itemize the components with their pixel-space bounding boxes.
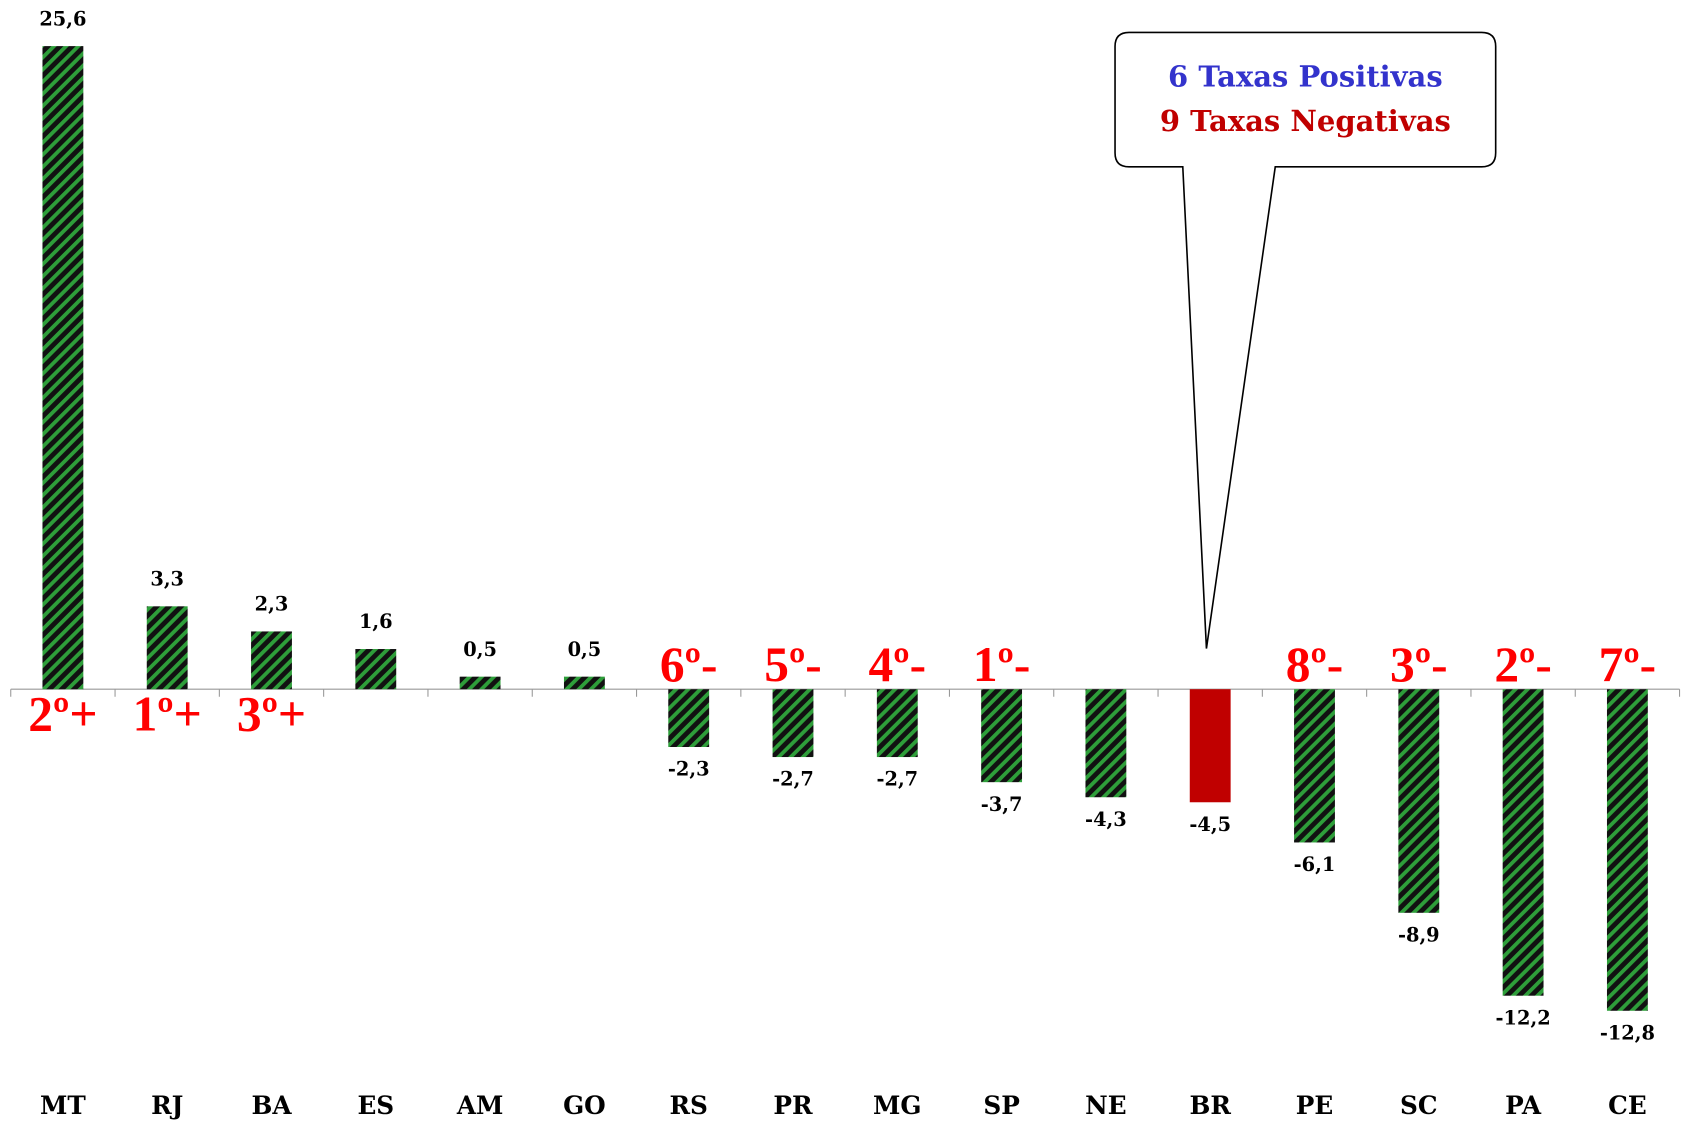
value-label: -6,1 — [1294, 853, 1336, 876]
rank-label: 7º- — [1599, 637, 1657, 692]
value-label: 25,6 — [39, 7, 86, 30]
value-label: 0,5 — [463, 638, 497, 661]
x-tick-label: RJ — [151, 1091, 183, 1120]
x-tick-label: PA — [1505, 1091, 1542, 1120]
rank-label: 3º+ — [237, 687, 306, 742]
value-label: -4,5 — [1189, 813, 1231, 836]
bar — [459, 676, 501, 690]
bar — [146, 606, 188, 690]
rank-label: 6º- — [660, 637, 718, 692]
x-tick-label: MG — [873, 1091, 921, 1120]
x-tick-label: SP — [983, 1091, 1019, 1120]
x-tick-label: PR — [773, 1091, 813, 1120]
x-tick-label: BR — [1189, 1091, 1231, 1120]
bar — [1502, 689, 1544, 996]
bar — [668, 689, 710, 748]
value-label: 3,3 — [150, 568, 184, 591]
x-tick-label: GO — [563, 1091, 606, 1120]
value-label: -2,7 — [876, 768, 918, 791]
rank-label: 3º- — [1390, 637, 1448, 692]
value-label: 0,5 — [568, 638, 602, 661]
bar — [42, 46, 84, 690]
rank-label: 8º- — [1286, 637, 1344, 692]
callout-positive: 6 Taxas Positivas — [1168, 60, 1443, 94]
value-label: -12,8 — [1600, 1021, 1655, 1044]
value-label: -8,9 — [1398, 923, 1440, 946]
bar — [981, 689, 1023, 783]
x-tick-label: BA — [251, 1091, 292, 1120]
bar — [355, 649, 397, 690]
x-tick-label: AM — [456, 1091, 504, 1120]
x-tick-label: NE — [1085, 1091, 1126, 1120]
bar — [1189, 689, 1231, 803]
callout-negative: 9 Taxas Negativas — [1160, 104, 1451, 138]
x-tick-label: SC — [1400, 1091, 1438, 1120]
bar — [1294, 689, 1335, 843]
bar — [772, 689, 814, 758]
value-label: 1,6 — [359, 610, 393, 633]
rank-label: 2º+ — [28, 687, 97, 742]
x-tick-label: RS — [669, 1091, 707, 1120]
rank-label: 4º- — [869, 637, 927, 692]
rank-label: 1º- — [973, 637, 1031, 692]
callout-box — [1114, 31, 1497, 649]
bar — [563, 676, 605, 690]
bar — [1606, 689, 1648, 1011]
rank-label: 1º+ — [133, 687, 202, 742]
bar — [251, 631, 292, 690]
value-label: 2,3 — [255, 593, 289, 616]
bar — [876, 689, 918, 758]
rank-label: 2º- — [1494, 637, 1552, 692]
x-tick-label: MT — [40, 1091, 86, 1120]
rank-label: 5º- — [764, 637, 822, 692]
x-tick-label: ES — [357, 1091, 394, 1120]
x-tick-label: CE — [1608, 1091, 1647, 1120]
value-label: -2,7 — [772, 768, 814, 791]
value-label: -4,3 — [1085, 808, 1127, 831]
callout: 6 Taxas Positivas 9 Taxas Negativas — [1114, 31, 1497, 649]
value-label: -2,3 — [668, 758, 710, 781]
bar — [1085, 689, 1127, 798]
x-tick-label: PE — [1296, 1091, 1333, 1120]
value-label: -12,2 — [1496, 1006, 1551, 1029]
bar — [1398, 689, 1440, 913]
value-label: -3,7 — [981, 793, 1023, 816]
